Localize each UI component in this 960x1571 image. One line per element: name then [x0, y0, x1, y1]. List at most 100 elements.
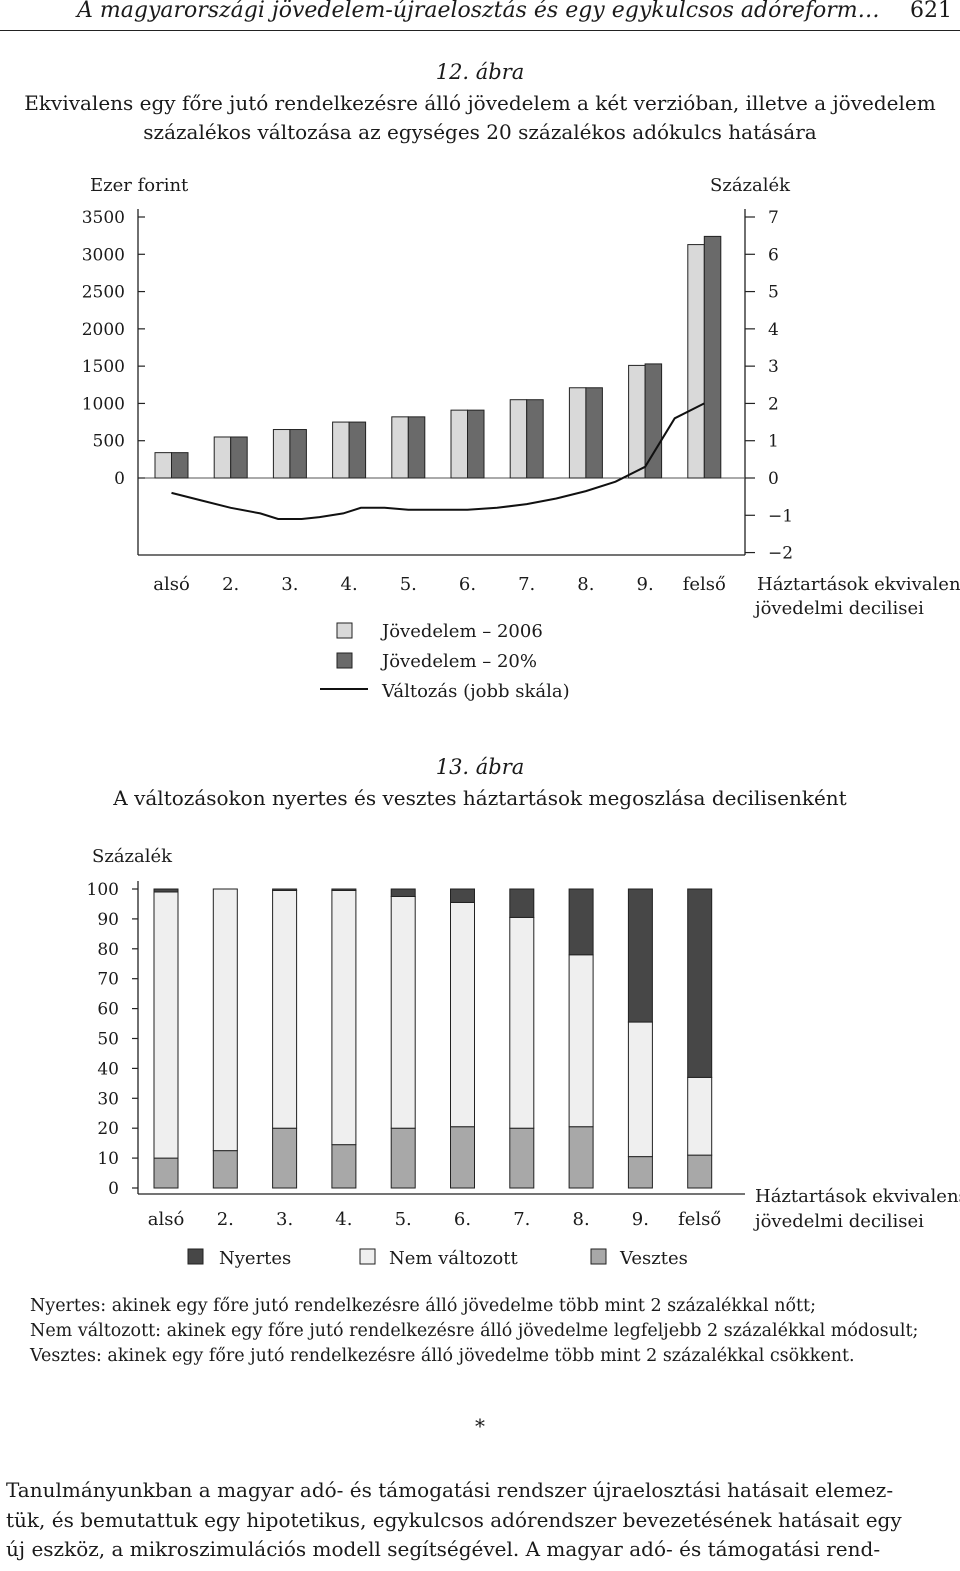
x-tick-label: 8. [573, 1209, 590, 1230]
bar-segment-unchanged [568, 954, 594, 1128]
figure-12-chart: Ezer forint Százalék Háztartások ekvival… [82, 175, 960, 702]
bar-income-2006 [272, 429, 291, 479]
note-line: Vesztes: akinek egy főre jutó rendelkezé… [30, 1346, 855, 1366]
bar-segment-unchanged [450, 901, 475, 1128]
x-tick-label: 5. [395, 1209, 412, 1230]
right-tick-label: 4 [768, 320, 779, 340]
body-line: Tanulmányunkban a magyar adó- és támogat… [6, 1478, 894, 1502]
bar-income-20 [289, 429, 307, 479]
body-line: új eszköz, a mikroszimulációs modell seg… [6, 1537, 881, 1561]
bar-income-2006 [391, 416, 409, 479]
x-tick-label: 6. [459, 574, 476, 595]
x-tick-label: 3. [281, 574, 298, 595]
figure-12-title: Ekvivalens egy főre jutó rendelkezésre á… [0, 89, 960, 147]
bar-segment-winner [272, 888, 298, 891]
legend-label: Jövedelem – 2006 [380, 621, 543, 642]
x-tick-label: 2. [222, 574, 239, 595]
x-tick-label: felső [683, 574, 726, 595]
right-tick-label: 5 [768, 283, 779, 303]
page-number: 621 [910, 0, 952, 23]
bar-segment-winner [627, 888, 653, 1023]
bar-income-2006 [332, 421, 350, 479]
left-tick-label: 0 [114, 469, 125, 489]
left-tick-label: 3500 [82, 208, 125, 228]
left-tick-label: 80 [97, 940, 119, 960]
x-axis-label-line: Háztartások ekvivalens [755, 1186, 960, 1207]
bar-income-20 [467, 409, 485, 479]
x-axis-label-line: jövedelmi decilisei [753, 598, 924, 619]
bar-income-2006 [687, 244, 705, 479]
bar-income-20 [230, 436, 248, 479]
bar-income-20 [644, 363, 663, 479]
y-axis-label: Százalék [92, 846, 173, 867]
bar-income-20 [526, 399, 544, 479]
figure-13-chart: Százalék Háztartások ekvivalens jövedelm… [87, 846, 960, 1269]
legend-label: Vesztes [619, 1248, 688, 1269]
legend-label: Nem változott [389, 1248, 518, 1269]
bar-segment-winner [568, 888, 594, 956]
note-line: Nyertes: akinek egy főre jutó rendelkezé… [30, 1296, 816, 1316]
right-tick-label: 6 [768, 245, 779, 265]
x-tick-label: felső [678, 1209, 721, 1230]
bar-segment-winner [331, 888, 357, 891]
bar-segment-winner [153, 888, 179, 893]
right-tick-label: 3 [768, 357, 779, 377]
legend-swatch-unchanged [359, 1248, 376, 1265]
left-tick-label: 100 [87, 880, 119, 900]
bar-segment-unchanged [153, 891, 179, 1159]
bar-segment-loser [687, 1154, 713, 1189]
left-axis-label: Ezer forint [90, 175, 189, 196]
bar-segment-loser [568, 1126, 594, 1189]
figure-12-title-line: százalékos változása az egységes 20 száz… [143, 120, 817, 144]
right-tick-label: −1 [768, 506, 793, 526]
left-tick-label: 3000 [82, 245, 125, 265]
legend-label: Jövedelem – 20% [380, 651, 537, 672]
legend-swatch-loser [590, 1248, 607, 1265]
bar-segment-loser [272, 1127, 298, 1189]
bar-segment-unchanged [687, 1076, 713, 1156]
bar-segment-unchanged [509, 916, 535, 1129]
bar-segment-loser [212, 1150, 238, 1189]
left-tick-label: 60 [97, 1000, 119, 1020]
figure-13-title: A változásokon nyertes és vesztes háztar… [113, 786, 847, 810]
left-tick-label: 1000 [82, 394, 125, 414]
bar-segment-loser [450, 1126, 475, 1189]
page-header: A magyarországi jövedelem-újraelosztás é… [0, 0, 960, 31]
x-tick-label: 7. [513, 1209, 530, 1230]
bar-segment-unchanged [272, 889, 298, 1129]
right-tick-label: 0 [768, 469, 779, 489]
figure-notes: Nyertes: akinek egy főre jutó rendelkezé… [30, 1294, 950, 1369]
right-tick-label: 7 [768, 208, 779, 228]
left-tick-label: 20 [97, 1119, 119, 1139]
bar-income-2006 [213, 436, 232, 479]
x-tick-label: 7. [518, 574, 535, 595]
left-tick-label: 50 [97, 1030, 119, 1050]
left-tick-label: 500 [93, 432, 125, 452]
bar-income-20 [348, 421, 367, 479]
bar-income-20 [703, 235, 722, 479]
x-tick-label: alsó [153, 574, 190, 595]
legend-label: Nyertes [219, 1248, 291, 1269]
bar-segment-loser [153, 1157, 179, 1189]
chart-legend: Jövedelem – 2006 Jövedelem – 20% Változá… [320, 621, 570, 702]
figure-12-number: 12. ábra [435, 60, 525, 84]
bar-segment-loser [331, 1144, 357, 1189]
bar-segment-unchanged [331, 889, 357, 1146]
legend-swatch-winner [187, 1248, 204, 1265]
figure-13-number: 13. ábra [435, 755, 525, 779]
bar-segment-unchanged [390, 895, 416, 1129]
right-tick-label: −2 [768, 544, 793, 564]
body-paragraph: Tanulmányunkban a magyar adó- és támogat… [6, 1476, 956, 1565]
x-tick-label: 6. [454, 1209, 471, 1230]
x-axis-label-line: jövedelmi decilisei [753, 1211, 924, 1232]
left-tick-label: 2500 [82, 283, 125, 303]
bar-segment-loser [509, 1127, 535, 1189]
bar-income-20 [585, 387, 603, 479]
x-tick-label: 5. [400, 574, 417, 595]
bar-income-2006 [509, 399, 528, 479]
x-tick-label: 3. [276, 1209, 293, 1230]
bar-segment-unchanged [212, 888, 238, 1152]
left-tick-label: 2000 [82, 320, 125, 340]
left-tick-label: 40 [97, 1059, 119, 1079]
bar-segment-loser [627, 1156, 653, 1189]
